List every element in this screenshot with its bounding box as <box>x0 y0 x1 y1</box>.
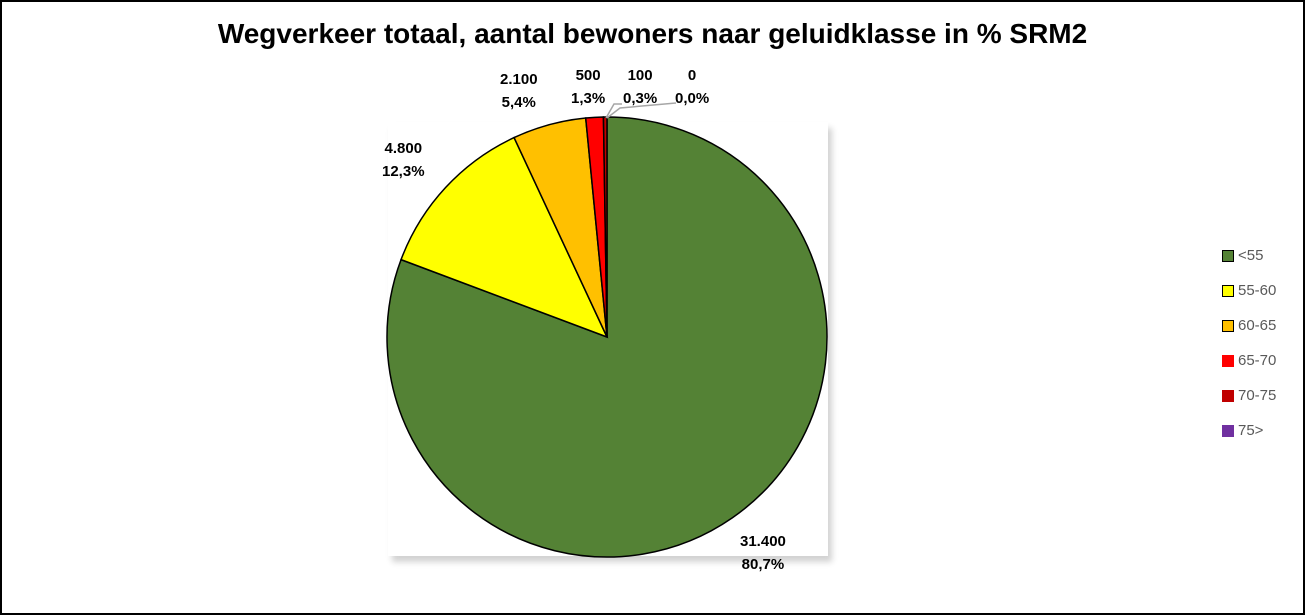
leader-line <box>606 102 677 119</box>
data-label-60-65: 2.100 5,4% <box>500 68 538 114</box>
swatch-icon <box>1222 389 1234 402</box>
label-pct: 0,0% <box>675 90 710 107</box>
legend-label: 60-65 <box>1238 317 1277 334</box>
legend-item-lt55: <55 <box>1222 238 1276 273</box>
label-value: 2.100 <box>500 71 538 88</box>
label-pct: 12,3% <box>382 163 425 180</box>
label-pct: 80,7% <box>741 556 785 573</box>
legend-label: 65-70 <box>1238 352 1277 369</box>
data-label-65-70: 500 1,3% <box>571 64 605 110</box>
swatch-icon <box>1222 249 1234 262</box>
chart-title: Wegverkeer totaal, aantal bewoners naar … <box>217 18 1088 49</box>
legend-item-60-65: 60-65 <box>1222 308 1276 343</box>
label-value: 4.800 <box>384 140 423 157</box>
data-label-55-60: 4.800 12,3% <box>382 137 425 183</box>
label-value: 0 <box>687 67 697 84</box>
label-pct: 5,4% <box>501 94 536 111</box>
label-pct: 1,3% <box>571 90 606 107</box>
leader-line <box>605 103 622 119</box>
data-label-70-75: 100 0,3% <box>623 64 657 110</box>
swatch-icon <box>1222 424 1234 437</box>
swatch-icon <box>1222 319 1234 332</box>
data-label-lt55: 31.400 80,7% <box>740 530 786 576</box>
legend-label: <55 <box>1238 247 1264 264</box>
legend-label: 70-75 <box>1238 387 1277 404</box>
label-value: 500 <box>575 67 601 84</box>
label-value: 31.400 <box>740 533 786 550</box>
pie-slice-1 <box>400 136 609 339</box>
legend-item-65-70: 65-70 <box>1222 343 1276 378</box>
data-label-75plus: 0 0,0% <box>675 64 709 110</box>
swatch-icon <box>1222 284 1234 297</box>
legend-item-55-60: 55-60 <box>1222 273 1276 308</box>
legend-item-75plus: 75> <box>1222 413 1276 448</box>
legend-label: 75> <box>1238 422 1264 439</box>
swatch-icon <box>1222 354 1234 367</box>
label-value: 100 <box>627 67 653 84</box>
legend-label: 55-60 <box>1238 282 1277 299</box>
legend-item-70-75: 70-75 <box>1222 378 1276 413</box>
legend: <55 55-60 60-65 65-70 70-75 75> <box>1222 238 1276 448</box>
label-pct: 0,3% <box>623 90 658 107</box>
